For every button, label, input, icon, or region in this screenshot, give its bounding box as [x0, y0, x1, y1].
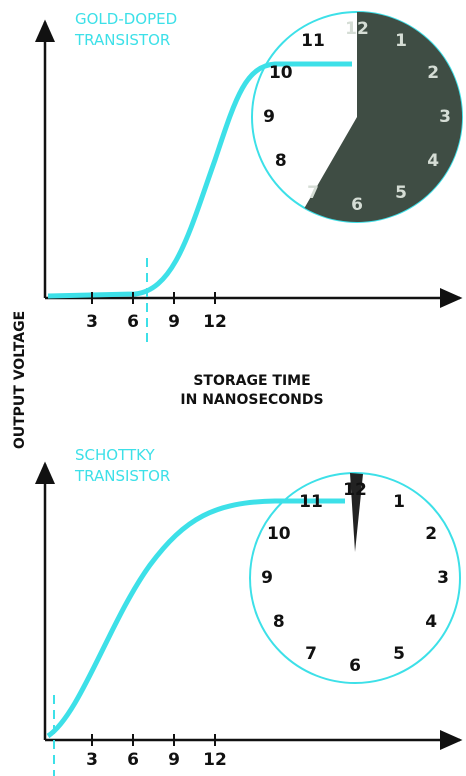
clock-numeral: 4: [427, 151, 439, 171]
clock-numeral: 11: [299, 492, 323, 512]
x-axis-label: IN NANOSECONDS: [180, 392, 323, 408]
clock-numeral: 6: [351, 195, 363, 215]
clock: [249, 472, 461, 684]
clock: [251, 11, 463, 223]
clock-numeral: 2: [425, 524, 437, 544]
panel-label: GOLD-DOPED: [75, 10, 177, 28]
clock-numeral: 8: [275, 151, 287, 171]
clock-numeral: 12: [345, 19, 369, 39]
x-axis-label: STORAGE TIME: [193, 373, 310, 389]
clock-numeral: 12: [343, 480, 367, 500]
clock-numeral: 6: [349, 656, 361, 676]
clock-numeral: 9: [263, 107, 275, 127]
x-tick-label: 12: [203, 312, 227, 332]
clock-wedge: [304, 11, 463, 222]
clock-numeral: 10: [267, 524, 291, 544]
clock-numeral: 10: [269, 63, 293, 83]
clock-numeral: 5: [393, 644, 405, 664]
clock-numeral: 8: [273, 612, 285, 632]
clock-numeral: 9: [261, 568, 273, 588]
clock-numeral: 11: [301, 31, 325, 51]
clock-numeral: 3: [437, 568, 449, 588]
response-curve: [46, 498, 345, 739]
panel-label: SCHOTTKY: [75, 446, 155, 464]
response-curve: [47, 61, 352, 299]
y-axis-label: OUTPUT VOLTAGE: [12, 311, 28, 449]
x-tick-label: 9: [168, 750, 180, 770]
x-tick-label: 3: [86, 750, 98, 770]
x-tick-label: 6: [127, 312, 139, 332]
panel-label: TRANSISTOR: [74, 31, 170, 49]
clock-numeral: 1: [393, 492, 405, 512]
panel-label: TRANSISTOR: [74, 467, 170, 485]
x-tick-label: 3: [86, 312, 98, 332]
x-tick-label: 12: [203, 750, 227, 770]
clock-numeral: 5: [395, 183, 407, 203]
x-tick-label: 9: [168, 312, 180, 332]
clock-numeral: 1: [395, 31, 407, 51]
clock-numeral: 3: [439, 107, 451, 127]
clock-wedge: [350, 473, 363, 552]
clock-numeral: 7: [305, 644, 317, 664]
clock-numeral: 2: [427, 63, 439, 83]
x-tick-label: 6: [127, 750, 139, 770]
clock-numeral: 7: [307, 183, 319, 203]
clock-numeral: 4: [425, 612, 437, 632]
